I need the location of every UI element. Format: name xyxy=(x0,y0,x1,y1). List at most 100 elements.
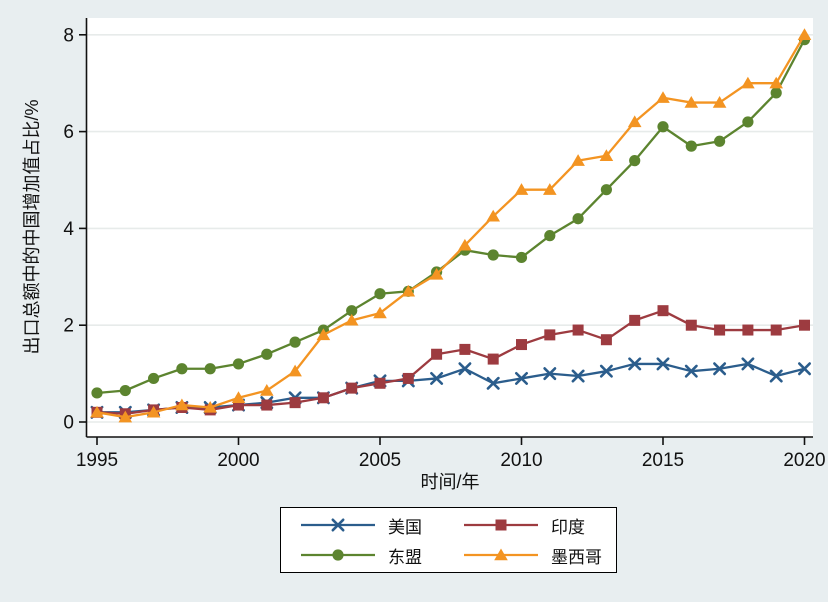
marker-triangle xyxy=(260,384,274,396)
legend-item-asean: 东盟 xyxy=(299,541,436,569)
y-tick-label: 0 xyxy=(63,413,74,434)
y-tick-label: 6 xyxy=(63,122,74,143)
marker-x xyxy=(656,357,670,371)
marker-square xyxy=(289,397,301,409)
marker-circle xyxy=(544,230,556,242)
marker-triangle xyxy=(543,183,557,195)
marker-circle xyxy=(685,140,697,152)
legend-label-us: 美国 xyxy=(388,517,422,537)
marker-square xyxy=(487,353,499,365)
y-tick-label: 8 xyxy=(63,25,74,46)
marker-circle xyxy=(770,87,782,99)
marker-circle xyxy=(261,348,273,360)
series-line-mexico xyxy=(96,34,806,419)
legend-label-india: 印度 xyxy=(551,517,585,537)
marker-triangle xyxy=(486,209,500,222)
marker-x xyxy=(430,371,444,385)
marker-square xyxy=(657,305,669,317)
marker-circle xyxy=(148,372,160,385)
marker-triangle xyxy=(712,96,727,108)
marker-triangle xyxy=(656,91,670,103)
x-tick-label: 2000 xyxy=(217,450,259,471)
marker-circle xyxy=(346,305,358,317)
marker-triangle xyxy=(401,284,416,297)
marker-triangle xyxy=(288,364,302,377)
legend-item-us: 美国 xyxy=(299,511,436,539)
legend-label-mexico: 墨西哥 xyxy=(551,547,602,567)
marker-circle xyxy=(119,384,131,397)
marker-triangle xyxy=(571,154,585,166)
marker-square xyxy=(495,519,507,531)
y-tick-label: 2 xyxy=(63,316,74,337)
marker-square xyxy=(544,329,556,341)
x-tick-label: 2020 xyxy=(783,450,825,471)
marker-triangle xyxy=(203,400,217,413)
marker-x xyxy=(713,362,727,376)
series-mexico xyxy=(90,28,812,423)
marker-circle xyxy=(332,549,344,561)
marker-triangle xyxy=(494,548,508,561)
marker-circle xyxy=(657,121,669,133)
y-axis-title: 出口总额中的中国增加值占比/% xyxy=(22,99,42,355)
marker-x xyxy=(628,357,642,371)
marker-x xyxy=(486,376,500,390)
marker-square xyxy=(799,319,810,331)
legend-item-india: 印度 xyxy=(462,511,602,539)
legend-sample-mexico xyxy=(464,548,538,561)
marker-square xyxy=(629,314,641,326)
marker-circle xyxy=(742,116,754,128)
marker-square xyxy=(317,392,329,404)
marker-triangle xyxy=(429,267,444,280)
x-tick-label: 2005 xyxy=(359,450,401,471)
marker-triangle xyxy=(741,76,755,89)
marker-circle xyxy=(600,184,613,196)
marker-circle xyxy=(515,251,528,264)
marker-x xyxy=(798,362,811,376)
marker-square xyxy=(516,339,527,351)
marker-square xyxy=(261,399,273,411)
marker-circle xyxy=(487,249,499,261)
marker-square xyxy=(714,324,726,336)
marker-triangle xyxy=(316,328,331,341)
marker-circle xyxy=(176,363,188,375)
marker-square xyxy=(459,343,471,355)
legend: 美国 印度东盟 墨西哥 xyxy=(280,507,617,573)
marker-square xyxy=(572,324,584,336)
marker-square xyxy=(685,319,697,331)
marker-triangle xyxy=(599,149,614,161)
marker-triangle xyxy=(797,28,812,40)
legend-item-mexico: 墨西哥 xyxy=(462,541,602,569)
marker-triangle xyxy=(90,405,104,418)
marker-triangle xyxy=(769,76,783,89)
marker-triangle xyxy=(231,391,246,403)
marker-circle xyxy=(204,363,216,375)
marker-circle xyxy=(289,336,301,348)
x-tick-label: 1995 xyxy=(76,450,118,471)
marker-triangle xyxy=(627,115,642,128)
marker-triangle xyxy=(118,410,133,423)
marker-square xyxy=(742,324,754,336)
marker-x xyxy=(331,518,345,532)
x-tick-label: 2015 xyxy=(642,450,684,471)
marker-square xyxy=(600,334,612,346)
marker-circle xyxy=(91,387,103,399)
marker-triangle xyxy=(458,238,472,251)
marker-x xyxy=(571,369,585,383)
x-tick-label: 2010 xyxy=(500,450,542,471)
y-tick-label: 4 xyxy=(63,219,74,240)
marker-circle xyxy=(374,288,386,300)
marker-triangle xyxy=(344,313,359,326)
marker-x xyxy=(543,367,557,381)
marker-x xyxy=(599,364,613,378)
marker-circle xyxy=(572,213,584,225)
legend-sample-india xyxy=(464,519,538,531)
marker-x xyxy=(741,357,755,371)
marker-circle xyxy=(714,135,726,147)
marker-triangle xyxy=(175,398,189,411)
marker-square xyxy=(770,324,782,336)
marker-circle xyxy=(232,358,245,370)
marker-x xyxy=(515,371,528,385)
marker-triangle xyxy=(373,306,387,319)
